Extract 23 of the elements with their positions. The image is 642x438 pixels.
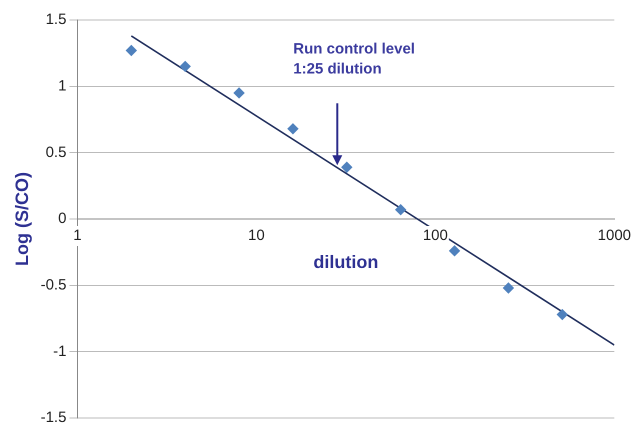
y-tick-label: -1.5 <box>40 409 66 426</box>
point <box>395 204 406 216</box>
point <box>341 162 352 173</box>
y-tick-label: -1 <box>53 342 66 360</box>
y-tick-label: 1 <box>58 77 66 94</box>
point <box>449 245 460 256</box>
x-tick-label: 1 <box>73 227 82 244</box>
point <box>502 282 514 294</box>
y-tick-label: 0.5 <box>46 144 66 161</box>
point <box>287 123 298 134</box>
y-tick-label: -0.5 <box>40 276 66 294</box>
x-tick-label: 1000 <box>598 227 632 244</box>
point <box>126 45 137 56</box>
y-tick-label: 0 <box>58 210 66 228</box>
y-tick-label: 1.5 <box>46 11 66 28</box>
point <box>234 87 245 98</box>
x-axis-title: dilution <box>313 252 378 272</box>
x-tick-label: 100 <box>422 227 448 244</box>
annotation: Run control level 1:25 dilution <box>293 40 415 78</box>
x-tick-label: 10 <box>248 227 265 244</box>
point <box>556 309 568 320</box>
y-axis-title: Log (S/CO) <box>12 172 32 266</box>
point <box>180 60 191 72</box>
